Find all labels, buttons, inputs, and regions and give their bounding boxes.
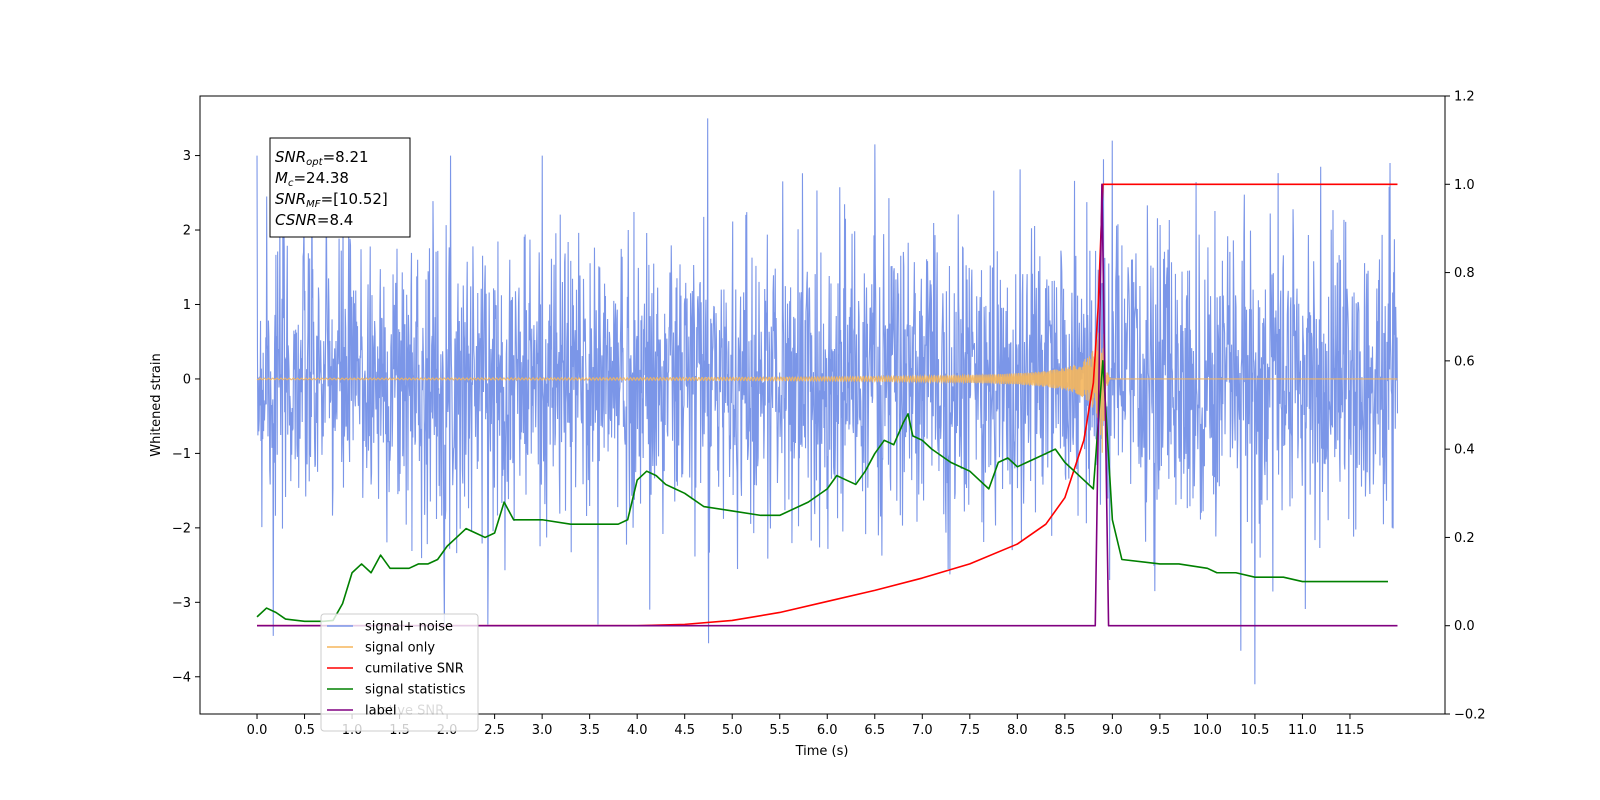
y2-tick-label: 0.4 (1454, 443, 1475, 458)
plot-frame (199, 95, 1446, 715)
legend-label: signal statistics (365, 683, 466, 698)
x-axis: 0.00.51.01.52.02.53.03.54.04.55.05.56.06… (247, 714, 1364, 738)
x-tick-label: 4.0 (627, 723, 648, 738)
x-tick-label: 8.5 (1055, 723, 1076, 738)
annotation-subscript: MF (306, 199, 321, 210)
y-axis-right: 1.2 1.0 0.8 0.6 0.4 0.2 0.0 −0.2 (1445, 90, 1486, 723)
x-tick-label: 6.5 (864, 723, 885, 738)
annotation-symbol: CSNR (275, 211, 317, 229)
y-tick-label: −1 (172, 447, 191, 462)
y-tick-label: 2 (183, 224, 191, 239)
y-tick-label: −3 (172, 596, 191, 611)
annotation-line: Mc=24.38 (275, 169, 349, 189)
y-axis-left: 3 2 1 0 −1 −2 −3 −4 (172, 149, 200, 685)
series-cumilative-snr (257, 183, 1398, 627)
series-signal-noise (256, 118, 1399, 685)
x-tick-label: 6.0 (817, 723, 838, 738)
x-tick-label: 9.0 (1102, 723, 1123, 738)
annotation-line: CSNR=8.4 (275, 211, 353, 229)
annotation-frame (269, 137, 411, 238)
y-tick-label: −2 (172, 521, 191, 536)
annotation-value: =[10.52] (321, 190, 388, 208)
y-tick-label: −4 (172, 670, 191, 685)
x-tick-label: 7.5 (959, 723, 980, 738)
x-tick-label: 9.5 (1150, 723, 1171, 738)
annotation-symbol: M (275, 169, 288, 187)
x-axis-label: Time (s) (795, 744, 849, 759)
annotation-value: =8.21 (323, 148, 369, 166)
legend-label: label (365, 704, 396, 719)
x-tick-label: 11.5 (1335, 723, 1364, 738)
x-tick-label: 11.0 (1288, 723, 1317, 738)
y-tick-label: 3 (183, 149, 191, 164)
series-label (257, 183, 1398, 627)
annotation-value: =8.4 (317, 211, 353, 229)
x-tick-label: 10.0 (1193, 723, 1222, 738)
x-tick-label: 5.0 (722, 723, 743, 738)
annotation-subscript: opt (306, 157, 323, 168)
legend-label: cumilative SNR (365, 662, 464, 677)
annotation-symbol: SNR (275, 190, 306, 208)
y2-tick-label: 1.0 (1454, 178, 1475, 193)
x-tick-label: 2.5 (484, 723, 505, 738)
annotation-symbol: SNR (275, 148, 306, 166)
y-tick-label: 0 (183, 372, 191, 387)
annotation-line: SNRMF=[10.52] (275, 190, 388, 210)
y2-tick-label: 0.8 (1454, 266, 1475, 281)
y2-tick-label: 0.6 (1454, 354, 1475, 369)
legend: lative SNR signal+ noise signal only cumila… (320, 613, 479, 732)
legend-frame (320, 613, 479, 732)
y2-tick-label: 0.2 (1454, 531, 1475, 546)
series-signal-statistics (256, 360, 1388, 623)
legend-label: signal+ noise (365, 620, 453, 635)
x-tick-label: 5.5 (769, 723, 790, 738)
annotation-line: SNRopt=8.21 (275, 148, 369, 168)
x-tick-label: 3.5 (579, 723, 600, 738)
series-layer (256, 118, 1399, 685)
y-tick-label: 1 (183, 298, 191, 313)
x-tick-label: 10.5 (1240, 723, 1269, 738)
legend-label: signal only (365, 641, 435, 656)
y2-tick-label: 0.0 (1454, 619, 1475, 634)
x-tick-label: 4.5 (674, 723, 695, 738)
x-tick-label: 7.0 (912, 723, 933, 738)
annotation-value: =24.38 (293, 169, 349, 187)
x-tick-label: 3.0 (532, 723, 553, 738)
y2-tick-label: 1.2 (1454, 90, 1475, 105)
y-axis-label: Whitened strain (149, 353, 164, 456)
x-tick-label: 0.0 (247, 723, 268, 738)
y2-tick-label: −0.2 (1454, 708, 1486, 723)
x-tick-label: 8.0 (1007, 723, 1028, 738)
x-tick-label: 0.5 (294, 723, 315, 738)
legend-ghost-text: lative SNR (377, 704, 444, 719)
series-signal-only (256, 326, 1398, 453)
annotation-subscript: c (288, 178, 294, 189)
